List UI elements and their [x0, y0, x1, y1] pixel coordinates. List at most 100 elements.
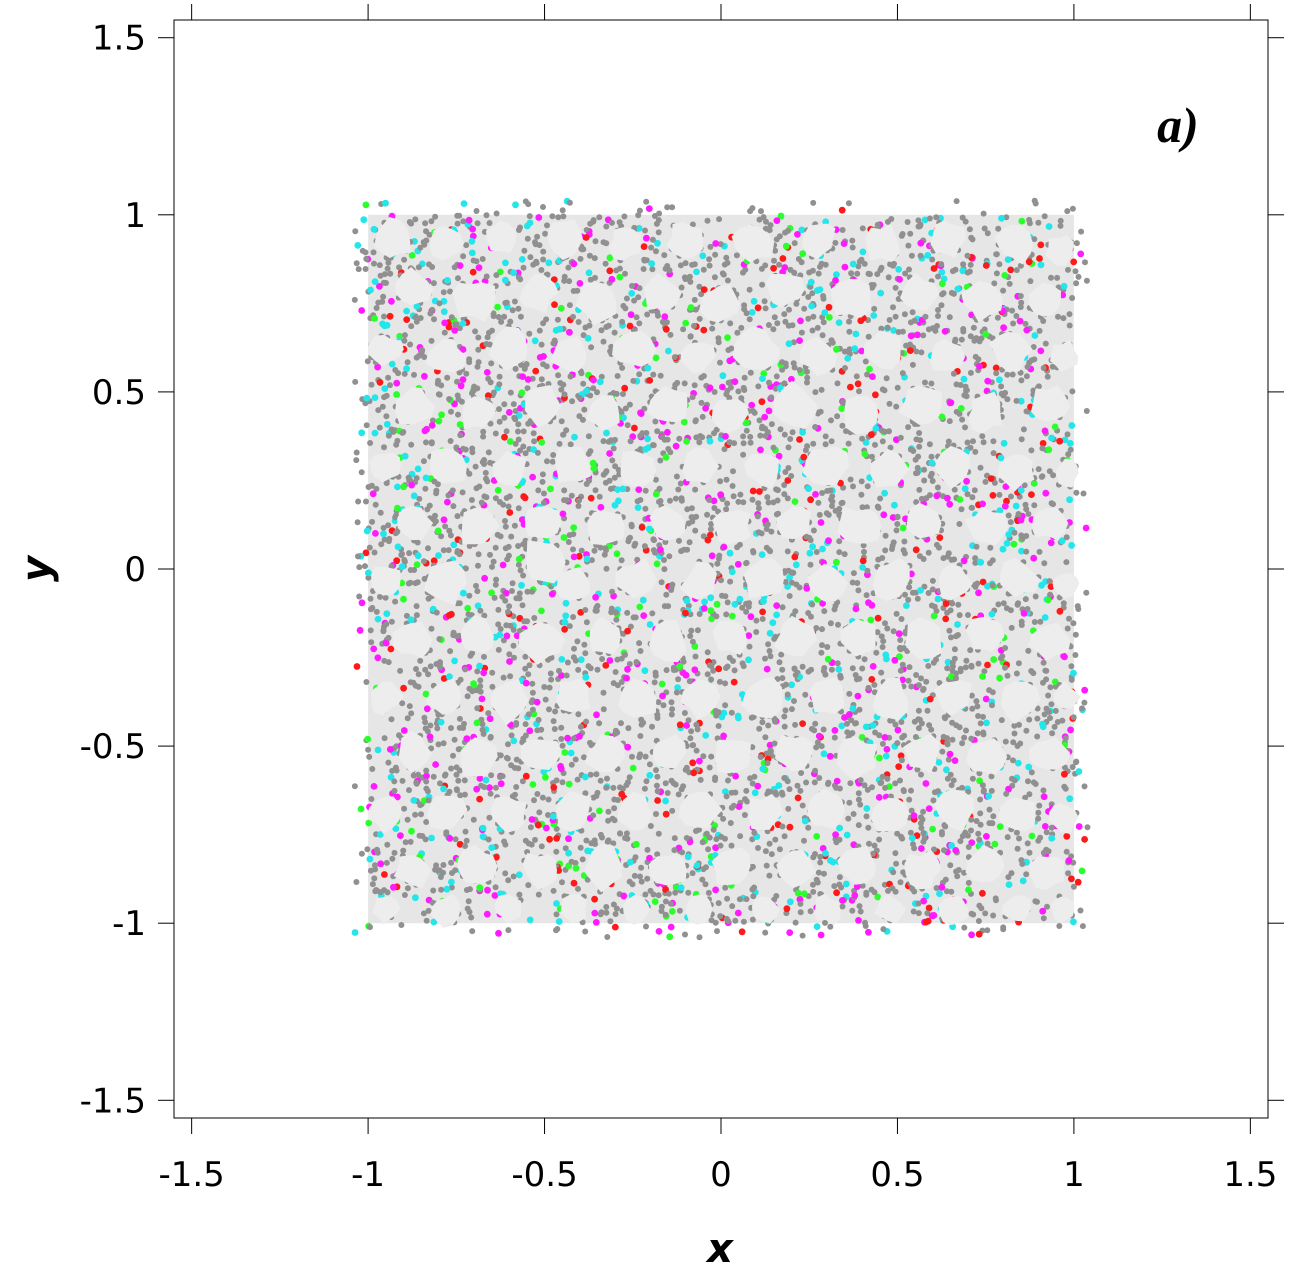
particle-point [1013, 829, 1020, 836]
particle-point [639, 596, 647, 604]
particle-point [706, 256, 713, 263]
particle-point [714, 735, 721, 742]
particle-point [699, 252, 707, 260]
particle-point [653, 782, 660, 789]
particle-point [871, 889, 878, 896]
particle-point [916, 553, 923, 560]
particle-point [1070, 883, 1077, 890]
particle-point [649, 610, 656, 617]
particle-point [536, 327, 543, 334]
particle-point [593, 771, 600, 778]
particle-point [759, 375, 766, 382]
particle-point [708, 552, 716, 560]
particle-point [387, 645, 395, 653]
particle-point [451, 327, 459, 334]
particle-point [731, 378, 739, 386]
particle-point [392, 825, 400, 832]
particle-point [636, 640, 643, 647]
particle-point [464, 693, 471, 700]
particle-point [859, 225, 866, 232]
particle-point [567, 441, 574, 448]
particle-point [469, 390, 475, 397]
particle-point [559, 510, 567, 518]
particle-point [740, 499, 747, 506]
particle-point [510, 642, 517, 649]
particle-point [469, 445, 476, 452]
particle-point [753, 629, 760, 635]
particle-point [968, 827, 974, 834]
particle-point [529, 689, 536, 696]
particle-point [482, 469, 489, 476]
particle-point [1062, 785, 1069, 792]
particle-point [712, 886, 719, 894]
particle-point [812, 851, 818, 857]
particle-point [799, 250, 807, 258]
particle-point [463, 837, 470, 844]
particle-point [768, 528, 775, 535]
particle-point [1048, 824, 1055, 831]
particle-point [465, 898, 472, 905]
particle-point [627, 311, 635, 319]
particle-point [505, 552, 512, 559]
particle-point [968, 735, 975, 742]
particle-point [605, 808, 612, 815]
particle-point [865, 684, 872, 691]
particle-point [922, 780, 930, 787]
particle-point [413, 561, 421, 569]
particle-point [1023, 871, 1030, 878]
particle-point [935, 788, 941, 795]
particle-point [654, 309, 661, 316]
particle-point [980, 731, 987, 738]
particle-point [911, 718, 918, 725]
particle-point [946, 750, 954, 758]
particle-point [874, 271, 881, 278]
particle-point [540, 499, 547, 506]
particle-point [723, 254, 730, 261]
particle-point [1028, 491, 1035, 498]
particle-point [604, 775, 610, 782]
particle-point [869, 663, 877, 670]
particle-point [367, 924, 373, 931]
particle-point [1023, 326, 1031, 334]
particle-point [854, 580, 861, 586]
particle-point [964, 252, 971, 259]
particle-point [570, 879, 578, 887]
particle-point [587, 276, 594, 283]
particle-point [558, 724, 565, 731]
particle-point [979, 889, 986, 897]
particle-point [1066, 440, 1074, 447]
particle-point [907, 230, 914, 237]
particle-point [713, 836, 720, 843]
particle-point [413, 666, 419, 672]
particle-point [958, 336, 965, 343]
particle-point [365, 819, 373, 827]
particle-point [503, 428, 510, 435]
particle-point [994, 314, 1001, 321]
particle-point [709, 325, 716, 332]
particle-point [727, 384, 734, 391]
particle-point [540, 256, 547, 263]
particle-point [696, 315, 703, 322]
particle-point [1054, 274, 1061, 281]
particle-point [811, 727, 818, 734]
particle-point [875, 794, 883, 801]
particle-point [524, 385, 531, 392]
particle-point [551, 726, 558, 732]
particle-point [1028, 769, 1035, 776]
particle-point [505, 877, 512, 884]
particle-point [468, 914, 475, 921]
particle-point [899, 231, 906, 237]
particle-point [886, 400, 893, 407]
particle-point [580, 332, 587, 339]
particle-point [638, 878, 645, 885]
particle-point [475, 334, 482, 341]
particle-point [1039, 440, 1047, 447]
particle-point [696, 283, 703, 290]
particle-point [784, 691, 791, 698]
particle-point [462, 565, 469, 572]
particle-point [403, 316, 411, 323]
particle-point [652, 354, 660, 362]
particle-point [847, 780, 854, 787]
particle-point [635, 486, 643, 493]
particle-point [526, 727, 534, 735]
